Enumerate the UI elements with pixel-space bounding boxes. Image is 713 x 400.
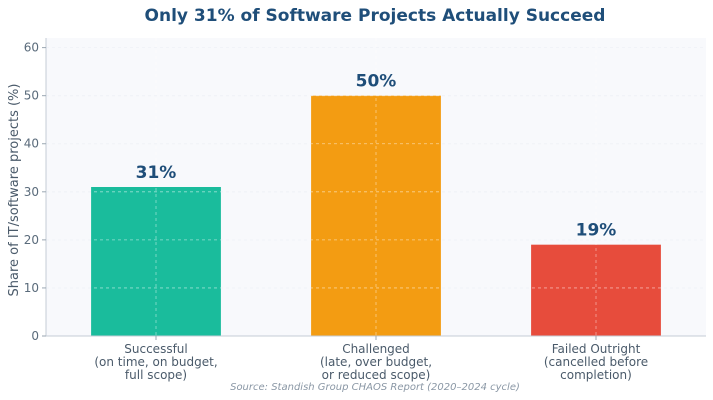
y-tick-label: 60 (24, 41, 39, 55)
x-tick-label: Failed Outright (cancelled before completi… (544, 342, 648, 382)
x-tick-label: Challenged (late, over budget, or reduced … (320, 342, 432, 382)
x-tick-label: Successful (on time, on budget, full scope… (94, 342, 217, 382)
y-axis-label: Share of IT/software projects (%) (7, 84, 22, 297)
y-tick-label: 30 (24, 185, 39, 199)
chart-title: Only 31% of Software Projects Actually S… (145, 6, 606, 26)
y-tick-label: 50 (24, 89, 39, 103)
y-tick-label: 20 (24, 233, 39, 247)
x-tick-label-line: completion) (560, 368, 632, 382)
x-tick-label-line: Challenged (342, 342, 410, 356)
bar (311, 95, 441, 336)
y-tick-label: 40 (24, 137, 39, 151)
y-tick-label: 0 (31, 329, 39, 343)
x-tick-label-line: (cancelled before (544, 355, 648, 369)
x-tick-label-line: full scope) (125, 368, 187, 382)
source-note: Source: Standish Group CHAOS Report (202… (230, 382, 520, 393)
data-label: 19% (576, 221, 617, 241)
data-label: 50% (356, 72, 397, 92)
data-label: 31% (136, 163, 177, 183)
x-tick-label-line: Failed Outright (552, 342, 641, 356)
x-tick-label-line: (on time, on budget, (94, 355, 217, 369)
x-tick-label-line: or reduced scope) (322, 368, 431, 382)
x-tick-label-line: Successful (124, 342, 187, 356)
x-tick-label-line: (late, over budget, (320, 355, 432, 369)
y-tick-label: 10 (24, 281, 39, 295)
